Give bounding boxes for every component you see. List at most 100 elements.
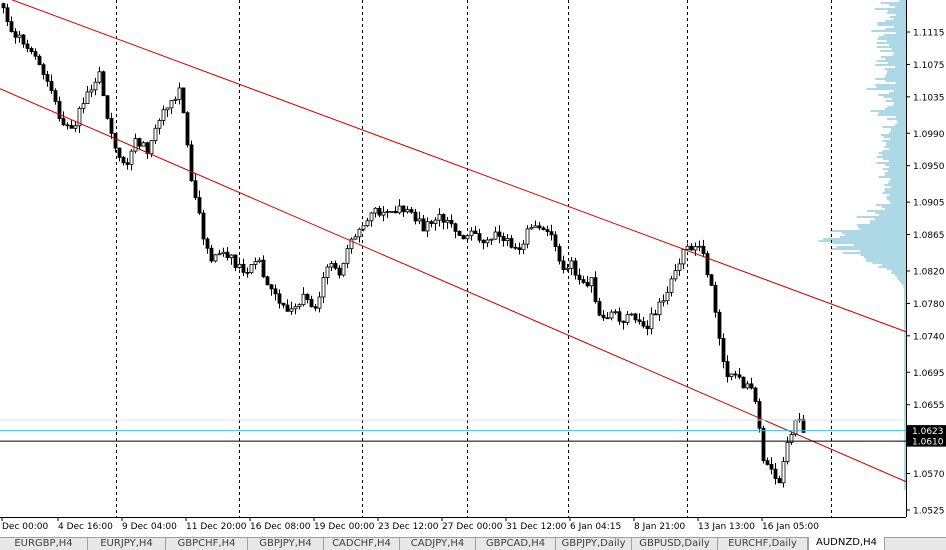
tab-gbpjpy-daily[interactable]: GBPJPY,Daily — [556, 538, 632, 550]
profile-bar — [904, 304, 906, 306]
profile-bar — [889, 148, 906, 150]
profile-bar — [885, 164, 906, 166]
profile-bar — [904, 346, 906, 348]
tab-gbpjpy-h4[interactable]: GBPJPY,H4 — [248, 538, 324, 550]
profile-bar — [885, 74, 906, 76]
profile-bar — [885, 208, 906, 210]
profile-bar — [904, 438, 906, 440]
candle-bull — [353, 236, 358, 240]
candle-bear — [621, 320, 626, 323]
tab-eurgbp-h4[interactable]: EURGBP,H4 — [0, 538, 88, 550]
candle-bull — [317, 296, 322, 309]
candle-bear — [309, 299, 314, 308]
candle-bull — [613, 311, 618, 314]
candle-bull — [165, 107, 170, 111]
profile-bar — [904, 308, 906, 310]
candle-bear — [189, 144, 194, 182]
tab-gbpchf-h4[interactable]: GBPCHF,H4 — [166, 538, 248, 550]
time-tick-label: 8 Jan 21:00 — [634, 522, 686, 532]
profile-bar — [904, 390, 906, 392]
profile-bar — [904, 296, 906, 298]
candle-bull — [93, 81, 98, 91]
profile-bar — [896, 276, 906, 278]
profile-bar — [895, 82, 906, 84]
profile-bar — [904, 328, 906, 330]
candle-bear — [617, 311, 622, 322]
profile-bar — [884, 146, 906, 148]
profile-bar — [904, 424, 906, 426]
profile-bar — [878, 112, 906, 114]
candle-bear — [585, 282, 590, 287]
profile-bar — [904, 408, 906, 410]
profile-bar — [882, 154, 906, 156]
profile-bar — [842, 252, 906, 254]
profile-bar — [904, 400, 906, 402]
candle-bear — [233, 254, 238, 268]
profile-bar — [904, 474, 906, 476]
tab-eurjpy-h4[interactable]: EURJPY,H4 — [88, 538, 166, 550]
candle-bear — [245, 271, 250, 274]
profile-bar — [836, 246, 906, 248]
candle-bull — [345, 248, 350, 264]
candle-bear — [269, 284, 274, 290]
profile-bar — [839, 236, 906, 238]
candle-bear — [725, 361, 730, 378]
profile-bar — [818, 240, 906, 242]
profile-bar — [904, 434, 906, 436]
profile-bar — [904, 382, 906, 384]
profile-bar — [904, 468, 906, 470]
profile-bar — [904, 350, 906, 352]
profile-bar — [860, 250, 906, 252]
candle-bull — [361, 225, 366, 230]
profile-bar — [904, 324, 906, 326]
candle-bear — [765, 460, 770, 465]
candle-bull — [565, 267, 570, 270]
tab-audnzd-h4[interactable]: AUDNZD,H4 — [808, 537, 885, 550]
candle-bear — [577, 274, 582, 280]
profile-bar — [878, 176, 906, 178]
candle-bull — [625, 314, 630, 323]
candle-bear — [401, 205, 406, 213]
candle-bull — [221, 251, 226, 255]
time-tick-label: Dec 00:00 — [2, 522, 48, 532]
time-tick-label: 23 Dec 12:00 — [378, 522, 439, 532]
tab-gbpusd-daily[interactable]: GBPUSD,Daily — [632, 538, 718, 550]
candle-bull — [217, 253, 222, 256]
profile-bar — [877, 22, 906, 24]
tab-cadjpy-h4[interactable]: CADJPY,H4 — [400, 538, 476, 550]
candle-bear — [393, 210, 398, 214]
profile-bar — [853, 244, 906, 246]
profile-bar — [904, 336, 906, 338]
profile-bar — [875, 78, 906, 80]
profile-bar — [890, 138, 906, 140]
profile-bar — [891, 272, 906, 274]
candle-bull — [77, 107, 82, 127]
candle-bull — [693, 246, 698, 251]
tab-gbpcad-h4[interactable]: GBPCAD,H4 — [476, 538, 556, 550]
candle-bull — [533, 225, 538, 228]
tab-eurchf-daily[interactable]: EURCHF,Daily — [718, 538, 808, 550]
profile-bar — [895, 14, 906, 16]
profile-bar — [904, 358, 906, 360]
candle-bull — [793, 419, 798, 435]
candle-bear — [477, 233, 482, 241]
candle-bear — [41, 64, 46, 75]
candle-bear — [769, 464, 774, 470]
candle-bear — [337, 267, 342, 276]
profile-bar — [830, 230, 906, 232]
price-chart[interactable]: 1.1115 1.1075 1.1035 1.0990 1.0950 1.0905 1.08… — [0, 0, 946, 537]
candle-bear — [429, 221, 434, 224]
tab-cadchf-h4[interactable]: CADCHF,H4 — [324, 538, 400, 550]
profile-bar — [884, 190, 906, 192]
profile-bar — [904, 386, 906, 388]
candle-bull — [569, 260, 574, 269]
profile-bar — [904, 406, 906, 408]
candle-bull — [389, 210, 394, 213]
candle-bull — [153, 127, 158, 142]
profile-bar — [831, 248, 906, 250]
profile-bar — [884, 172, 906, 174]
candle-bear — [705, 253, 710, 276]
profile-bar — [904, 366, 906, 368]
trend-channel[interactable] — [0, 0, 907, 483]
time-tick-label: 31 Dec 12:00 — [506, 522, 567, 532]
